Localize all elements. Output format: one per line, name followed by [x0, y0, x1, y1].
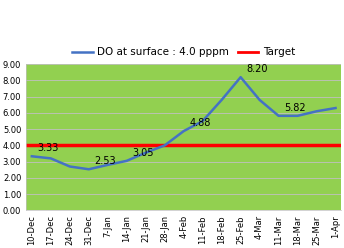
- Legend: DO at surface : 4.0 pppm, Target: DO at surface : 4.0 pppm, Target: [68, 43, 299, 62]
- Text: 3.05: 3.05: [132, 148, 154, 158]
- Text: 4.88: 4.88: [190, 118, 211, 128]
- Text: 3.33: 3.33: [37, 143, 59, 153]
- Text: 2.53: 2.53: [95, 156, 116, 166]
- Text: 5.82: 5.82: [284, 103, 306, 113]
- Text: 8.20: 8.20: [246, 64, 268, 74]
